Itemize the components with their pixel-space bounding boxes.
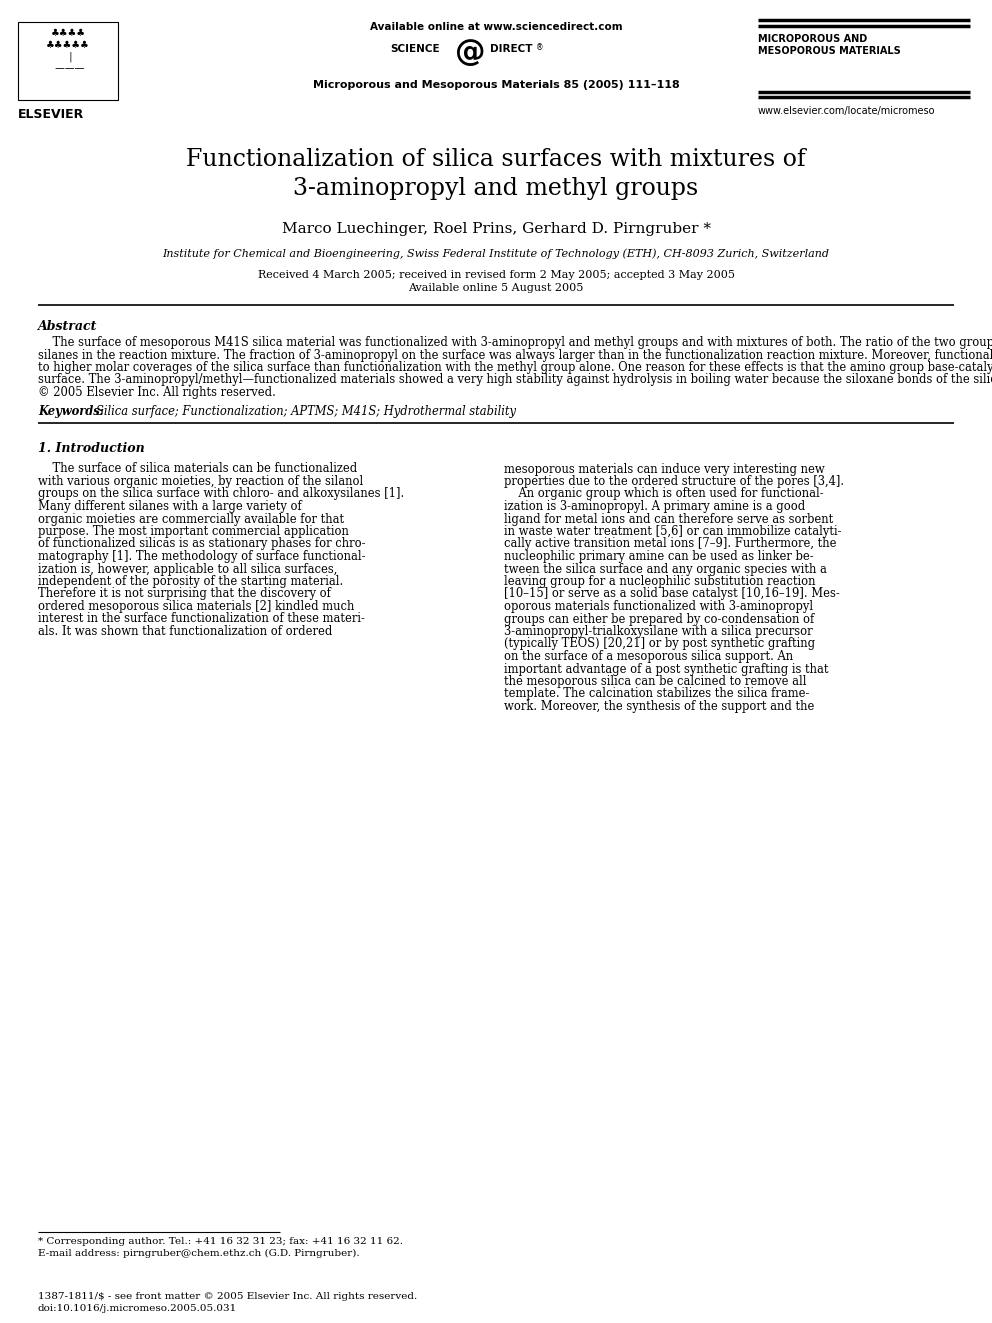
Text: groups can either be prepared by co-condensation of: groups can either be prepared by co-cond… bbox=[504, 613, 814, 626]
Text: the mesoporous silica can be calcined to remove all: the mesoporous silica can be calcined to… bbox=[504, 675, 806, 688]
Text: SCIENCE: SCIENCE bbox=[390, 44, 439, 54]
Text: Therefore it is not surprising that the discovery of: Therefore it is not surprising that the … bbox=[38, 587, 331, 601]
Text: Abstract: Abstract bbox=[38, 320, 97, 333]
Text: 3-aminopropyl and methyl groups: 3-aminopropyl and methyl groups bbox=[294, 177, 698, 200]
Text: to higher molar coverages of the silica surface than functionalization with the : to higher molar coverages of the silica … bbox=[38, 361, 992, 374]
Text: on the surface of a mesoporous silica support. An: on the surface of a mesoporous silica su… bbox=[504, 650, 794, 663]
Text: E-mail address: pirngruber@chem.ethz.ch (G.D. Pirngruber).: E-mail address: pirngruber@chem.ethz.ch … bbox=[38, 1249, 360, 1258]
Text: @: @ bbox=[455, 38, 485, 67]
Text: 3-aminopropyl-trialkoxysilane with a silica precursor: 3-aminopropyl-trialkoxysilane with a sil… bbox=[504, 624, 812, 638]
Text: of functionalized silicas is as stationary phases for chro-: of functionalized silicas is as stationa… bbox=[38, 537, 365, 550]
Text: Keywords:: Keywords: bbox=[38, 405, 112, 418]
Text: properties due to the ordered structure of the pores [3,4].: properties due to the ordered structure … bbox=[504, 475, 844, 488]
Text: Silica surface; Functionalization; APTMS; M41S; Hydrothermal stability: Silica surface; Functionalization; APTMS… bbox=[96, 405, 516, 418]
Text: tween the silica surface and any organic species with a: tween the silica surface and any organic… bbox=[504, 562, 827, 576]
Text: ®: ® bbox=[536, 44, 544, 52]
Text: organic moieties are commercially available for that: organic moieties are commercially availa… bbox=[38, 512, 344, 525]
Text: Functionalization of silica surfaces with mixtures of: Functionalization of silica surfaces wit… bbox=[186, 148, 806, 171]
Text: Institute for Chemical and Bioengineering, Swiss Federal Institute of Technology: Institute for Chemical and Bioengineerin… bbox=[163, 247, 829, 258]
Text: www.elsevier.com/locate/micromeso: www.elsevier.com/locate/micromeso bbox=[758, 106, 935, 116]
Text: Marco Luechinger, Roel Prins, Gerhard D. Pirngruber *: Marco Luechinger, Roel Prins, Gerhard D.… bbox=[282, 222, 710, 235]
Text: ordered mesoporous silica materials [2] kindled much: ordered mesoporous silica materials [2] … bbox=[38, 601, 354, 613]
Text: [10–15] or serve as a solid base catalyst [10,16–19]. Mes-: [10–15] or serve as a solid base catalys… bbox=[504, 587, 840, 601]
Text: ♣♣♣♣
♣♣♣♣♣
  |
 ———: ♣♣♣♣ ♣♣♣♣♣ | ——— bbox=[46, 28, 90, 73]
Text: Microporous and Mesoporous Materials 85 (2005) 111–118: Microporous and Mesoporous Materials 85 … bbox=[312, 79, 680, 90]
Text: (typically TEOS) [20,21] or by post synthetic grafting: (typically TEOS) [20,21] or by post synt… bbox=[504, 638, 815, 651]
Text: with various organic moieties, by reaction of the silanol: with various organic moieties, by reacti… bbox=[38, 475, 363, 488]
Text: The surface of silica materials can be functionalized: The surface of silica materials can be f… bbox=[38, 463, 357, 475]
Text: ligand for metal ions and can therefore serve as sorbent: ligand for metal ions and can therefore … bbox=[504, 512, 833, 525]
Text: DIRECT: DIRECT bbox=[490, 44, 533, 54]
Text: in waste water treatment [5,6] or can immobilize catalyti-: in waste water treatment [5,6] or can im… bbox=[504, 525, 841, 538]
Text: 1387-1811/$ - see front matter © 2005 Elsevier Inc. All rights reserved.: 1387-1811/$ - see front matter © 2005 El… bbox=[38, 1293, 418, 1301]
Text: nucleophilic primary amine can be used as linker be-: nucleophilic primary amine can be used a… bbox=[504, 550, 813, 564]
Text: ization is, however, applicable to all silica surfaces,: ization is, however, applicable to all s… bbox=[38, 562, 337, 576]
Text: template. The calcination stabilizes the silica frame-: template. The calcination stabilizes the… bbox=[504, 688, 809, 700]
Text: Many different silanes with a large variety of: Many different silanes with a large vari… bbox=[38, 500, 302, 513]
Text: mesoporous materials can induce very interesting new: mesoporous materials can induce very int… bbox=[504, 463, 824, 475]
Text: MICROPOROUS AND
MESOPOROUS MATERIALS: MICROPOROUS AND MESOPOROUS MATERIALS bbox=[758, 34, 901, 56]
Text: * Corresponding author. Tel.: +41 16 32 31 23; fax: +41 16 32 11 62.: * Corresponding author. Tel.: +41 16 32 … bbox=[38, 1237, 403, 1246]
Text: Received 4 March 2005; received in revised form 2 May 2005; accepted 3 May 2005: Received 4 March 2005; received in revis… bbox=[258, 270, 734, 280]
Text: important advantage of a post synthetic grafting is that: important advantage of a post synthetic … bbox=[504, 663, 828, 676]
Text: doi:10.1016/j.micromeso.2005.05.031: doi:10.1016/j.micromeso.2005.05.031 bbox=[38, 1304, 237, 1312]
Text: interest in the surface functionalization of these materi-: interest in the surface functionalizatio… bbox=[38, 613, 365, 626]
Text: oporous materials functionalized with 3-aminopropyl: oporous materials functionalized with 3-… bbox=[504, 601, 813, 613]
Text: Available online 5 August 2005: Available online 5 August 2005 bbox=[409, 283, 583, 292]
Text: independent of the porosity of the starting material.: independent of the porosity of the start… bbox=[38, 576, 343, 587]
Text: 1. Introduction: 1. Introduction bbox=[38, 442, 145, 455]
Text: groups on the silica surface with chloro- and alkoxysilanes [1].: groups on the silica surface with chloro… bbox=[38, 487, 405, 500]
Text: matography [1]. The methodology of surface functional-: matography [1]. The methodology of surfa… bbox=[38, 550, 365, 564]
Text: An organic group which is often used for functional-: An organic group which is often used for… bbox=[504, 487, 823, 500]
Text: cally active transition metal ions [7–9]. Furthermore, the: cally active transition metal ions [7–9]… bbox=[504, 537, 836, 550]
Text: silanes in the reaction mixture. The fraction of 3-aminopropyl on the surface wa: silanes in the reaction mixture. The fra… bbox=[38, 348, 992, 361]
Text: Available online at www.sciencedirect.com: Available online at www.sciencedirect.co… bbox=[370, 22, 622, 32]
Text: als. It was shown that functionalization of ordered: als. It was shown that functionalization… bbox=[38, 624, 332, 638]
Text: ization is 3-aminopropyl. A primary amine is a good: ization is 3-aminopropyl. A primary amin… bbox=[504, 500, 806, 513]
Text: leaving group for a nucleophilic substitution reaction: leaving group for a nucleophilic substit… bbox=[504, 576, 815, 587]
Text: purpose. The most important commercial application: purpose. The most important commercial a… bbox=[38, 525, 349, 538]
Bar bbox=[18, 22, 118, 101]
Text: The surface of mesoporous M41S silica material was functionalized with 3-aminopr: The surface of mesoporous M41S silica ma… bbox=[38, 336, 992, 349]
Text: ELSEVIER: ELSEVIER bbox=[18, 108, 84, 120]
Text: © 2005 Elsevier Inc. All rights reserved.: © 2005 Elsevier Inc. All rights reserved… bbox=[38, 386, 276, 400]
Text: work. Moreover, the synthesis of the support and the: work. Moreover, the synthesis of the sup… bbox=[504, 700, 814, 713]
Text: surface. The 3-aminopropyl/methyl—functionalized materials showed a very high st: surface. The 3-aminopropyl/methyl—functi… bbox=[38, 373, 992, 386]
